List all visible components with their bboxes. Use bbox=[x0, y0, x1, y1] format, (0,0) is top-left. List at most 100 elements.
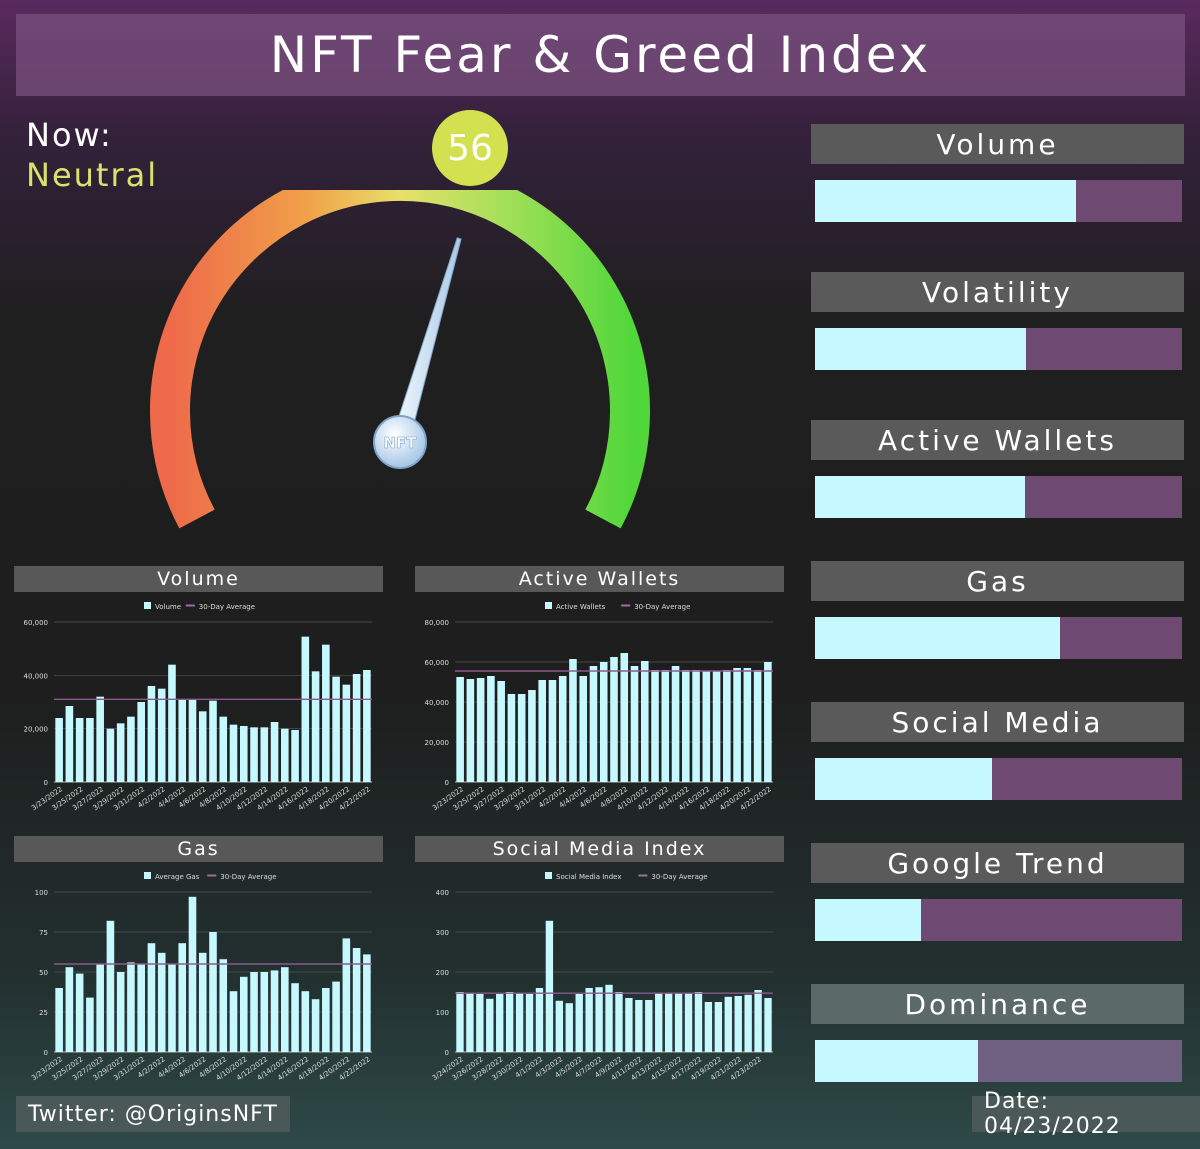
bar bbox=[764, 998, 772, 1052]
bar bbox=[704, 1002, 713, 1052]
bar bbox=[712, 671, 721, 782]
bar bbox=[55, 988, 63, 1052]
legend-label: Active Wallets bbox=[556, 603, 606, 611]
y-tick-label: 200 bbox=[436, 969, 449, 977]
bar bbox=[640, 661, 649, 782]
y-tick-label: 100 bbox=[35, 889, 48, 897]
bar bbox=[188, 699, 197, 782]
legend-swatch bbox=[144, 602, 151, 609]
bar bbox=[764, 662, 772, 782]
metric-bar bbox=[815, 758, 1182, 800]
bar bbox=[75, 718, 84, 782]
chart-gas: Gas Average Gas 30-Day Average 0 25 50 75 100 3… bbox=[14, 836, 383, 1090]
gauge-needle bbox=[390, 237, 462, 446]
bar bbox=[198, 952, 207, 1052]
metric-bar bbox=[815, 617, 1182, 659]
chart-plot: Volume 30-Day Average 0 20,000 40,000 60,000 3… bbox=[24, 602, 372, 812]
y-tick-label: 50 bbox=[39, 969, 48, 977]
y-tick-label: 0 bbox=[445, 1049, 449, 1057]
bar bbox=[610, 657, 618, 782]
bar bbox=[714, 1002, 723, 1052]
bar bbox=[734, 996, 742, 1052]
metric-bar-fill bbox=[815, 617, 1060, 659]
legend-label: 30-Day Average bbox=[651, 873, 707, 881]
y-tick-label: 100 bbox=[436, 1009, 449, 1017]
bar bbox=[635, 1000, 643, 1052]
gauge-hub-label: NFT bbox=[383, 434, 417, 452]
gauge-arc bbox=[150, 190, 650, 529]
fear-greed-gauge: NFT bbox=[150, 190, 650, 529]
bar bbox=[352, 674, 361, 782]
metric-label: Social Media bbox=[811, 702, 1184, 742]
page-title: NFT Fear & Greed Index bbox=[16, 14, 1185, 96]
bar bbox=[188, 896, 197, 1052]
bar bbox=[219, 959, 228, 1052]
bar bbox=[178, 699, 187, 782]
chart-legend: Social Media Index 30-Day Average bbox=[545, 872, 708, 881]
metric-label: Google Trend bbox=[811, 843, 1184, 883]
bar bbox=[229, 724, 238, 782]
bar bbox=[724, 996, 732, 1052]
legend-swatch bbox=[545, 872, 552, 879]
legend-label: Social Media Index bbox=[556, 873, 622, 881]
legend-label: 30-Day Average bbox=[220, 873, 276, 881]
bar bbox=[702, 671, 711, 782]
bar bbox=[198, 711, 207, 782]
bar bbox=[281, 967, 289, 1052]
bar bbox=[579, 676, 588, 782]
y-tick-label: 60,000 bbox=[24, 619, 49, 627]
bar bbox=[651, 670, 659, 782]
bar bbox=[548, 680, 557, 782]
bar bbox=[127, 716, 135, 782]
chart-legend: Active Wallets 30-Day Average bbox=[545, 602, 690, 611]
chart-plot: Active Wallets 30-Day Average 0 20,000 40,00… bbox=[425, 602, 773, 812]
y-tick-label: 0 bbox=[44, 1049, 48, 1057]
bar bbox=[106, 920, 115, 1052]
bar bbox=[507, 694, 516, 782]
bar bbox=[528, 690, 536, 782]
bar bbox=[65, 706, 74, 782]
bar bbox=[692, 670, 700, 782]
bar bbox=[75, 973, 84, 1052]
metric-bar bbox=[815, 180, 1182, 222]
y-tick-label: 60,000 bbox=[425, 659, 450, 667]
chart-legend: Average Gas 30-Day Average bbox=[144, 872, 277, 881]
metric-bar-fill bbox=[815, 1040, 979, 1082]
bar bbox=[743, 668, 752, 782]
y-tick-label: 40,000 bbox=[425, 699, 450, 707]
y-tick-label: 400 bbox=[436, 889, 449, 897]
bar bbox=[476, 994, 484, 1052]
bar bbox=[260, 972, 269, 1052]
bar bbox=[456, 677, 464, 782]
bar bbox=[147, 943, 156, 1052]
bar bbox=[311, 999, 320, 1052]
chart-plot: Average Gas 30-Day Average02550751003/23/… bbox=[30, 872, 372, 1082]
legend-label: Volume bbox=[155, 603, 181, 611]
chart-title: Gas bbox=[14, 836, 383, 862]
twitter-handle: Twitter: @OriginsNFT bbox=[16, 1096, 290, 1132]
bar bbox=[525, 994, 534, 1052]
bar bbox=[655, 992, 663, 1052]
gauge-hub bbox=[373, 415, 427, 469]
bar bbox=[157, 952, 166, 1052]
bar bbox=[239, 726, 248, 782]
bar bbox=[645, 1000, 653, 1052]
metric-label: Volatility bbox=[811, 272, 1184, 312]
bar bbox=[250, 727, 258, 782]
metric-bar-fill bbox=[815, 758, 993, 800]
chart-legend: Volume 30-Day Average bbox=[144, 602, 255, 611]
bar bbox=[137, 702, 145, 782]
bar bbox=[209, 932, 217, 1052]
bar bbox=[486, 998, 494, 1052]
legend-label: 30-Day Average bbox=[199, 603, 255, 611]
bar bbox=[55, 718, 63, 782]
report-date-text: Date: 04/23/2022 bbox=[984, 1089, 1121, 1139]
chart-title: Active Wallets bbox=[415, 566, 784, 592]
bar bbox=[682, 670, 690, 782]
bar bbox=[342, 938, 351, 1052]
bar bbox=[311, 671, 320, 782]
bar bbox=[599, 662, 608, 782]
y-tick-label: 20,000 bbox=[425, 739, 450, 747]
bar bbox=[558, 676, 567, 782]
metric-label: Gas bbox=[811, 561, 1184, 601]
